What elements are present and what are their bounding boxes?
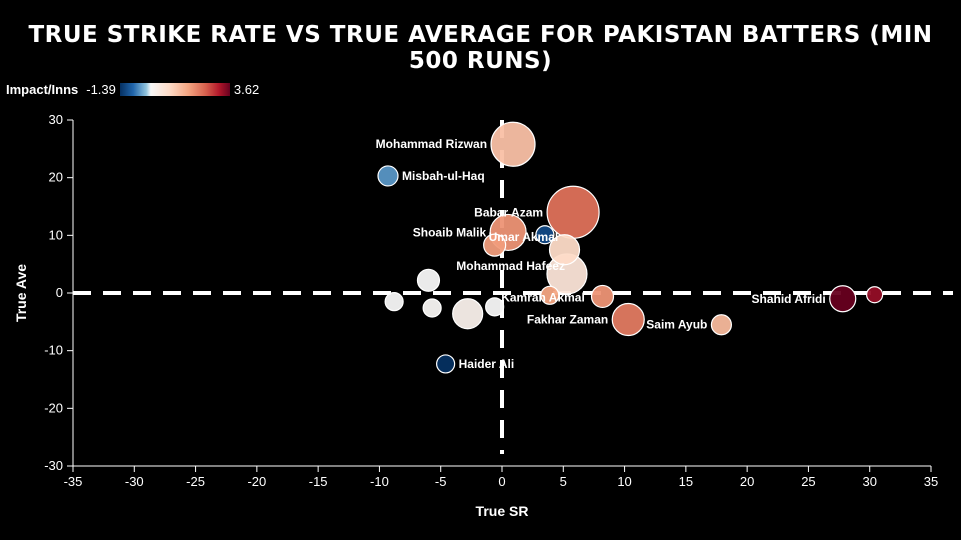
legend-title: Impact/Inns: [6, 81, 79, 97]
point-unlabeled-batter-pink-: [548, 234, 581, 266]
point-unlabeled-batter-light-pink-: [452, 298, 484, 330]
x-tick-label: 5: [560, 474, 567, 489]
label-umar-akmal: Umar Akmal: [489, 230, 559, 244]
x-tick-label: 25: [801, 474, 815, 489]
label-shahid-afridi: Shahid Afridi: [752, 292, 826, 306]
legend-min-label: -1.39: [86, 81, 116, 97]
legend-gradient-bar: [119, 82, 230, 96]
point-mohammad-rizwan: [490, 121, 536, 167]
y-tick-label: 30: [49, 112, 63, 127]
point-labels: Mohammad Rizwan Misbah-ul-Haq Babar Azam Sh…: [376, 137, 826, 371]
point-unlabeled-batter-maroon-: [866, 286, 884, 304]
y-tick-label: -30: [44, 458, 63, 473]
x-tick-label: -30: [125, 474, 144, 489]
point-unlabeled-batter-grey-1-: [384, 292, 404, 312]
x-tick-label: -35: [64, 474, 83, 489]
label-misbah-ul-haq: Misbah-ul-Haq: [402, 169, 485, 183]
y-axis-title: True Ave: [13, 264, 29, 322]
label-fakhar-zaman: Fakhar Zaman: [527, 313, 608, 327]
label-babar-azam: Babar Azam: [474, 205, 543, 219]
point-unlabeled-batter-white-: [416, 268, 441, 292]
point-saim-ayub: [710, 314, 733, 336]
label-haider-ali: Haider Ali: [459, 357, 515, 371]
x-tick-label: 0: [498, 474, 505, 489]
point-haider-ali: [436, 354, 456, 374]
label-mohammad-hafeez: Mohammad Hafeez: [456, 259, 565, 273]
x-tick-label: -25: [186, 474, 205, 489]
axes: -35 -30 -25 -20 -15 -10 -5 0 5 10 15 20 25 30 35-30-20…: [44, 112, 938, 489]
x-tick-label: -20: [247, 474, 266, 489]
point-unlabeled-batter-grey-3-: [485, 297, 505, 317]
x-tick-label: 10: [617, 474, 631, 489]
y-tick-label: 10: [49, 227, 63, 242]
point-unlabeled-batter-grey-2-: [422, 298, 442, 318]
x-tick-label: 35: [924, 474, 938, 489]
y-tick-label: 0: [56, 285, 63, 300]
x-tick-label: -15: [309, 474, 328, 489]
point-unlabeled-batter-blue-: [535, 225, 555, 245]
label-mohammad-rizwan: Mohammad Rizwan: [376, 137, 487, 151]
x-tick-label: -5: [435, 474, 447, 489]
color-legend: Impact/Inns -1.39 3.62: [6, 80, 259, 98]
data-points: [377, 121, 884, 374]
x-tick-label: 15: [679, 474, 693, 489]
label-saim-ayub: Saim Ayub: [646, 318, 707, 332]
point-kamran-akmal: [540, 285, 560, 305]
point-unlabeled-batter-salmon-: [590, 284, 615, 309]
y-tick-label: -10: [44, 343, 63, 358]
y-tick-label: 20: [49, 170, 63, 185]
label-shoaib-malik: Shoaib Malik: [413, 225, 487, 239]
reference-lines: [73, 120, 953, 454]
x-tick-label: -10: [370, 474, 389, 489]
point-shahid-afridi: [829, 285, 857, 313]
chart-title: TRUE STRIKE RATE VS TRUE AVERAGE FOR PAK…: [28, 22, 933, 74]
x-tick-label: 20: [740, 474, 754, 489]
point-fakhar-zaman: [611, 302, 645, 337]
label-kamran-akmal: Kamran Akmal: [501, 290, 585, 304]
point-umar-akmal: [483, 233, 507, 257]
point-misbah-ul-haq: [377, 165, 399, 187]
x-axis-title: True SR: [476, 503, 529, 519]
x-tick-label: 30: [862, 474, 876, 489]
legend-max-label: 3.62: [233, 81, 260, 97]
y-tick-label: -20: [44, 400, 63, 415]
